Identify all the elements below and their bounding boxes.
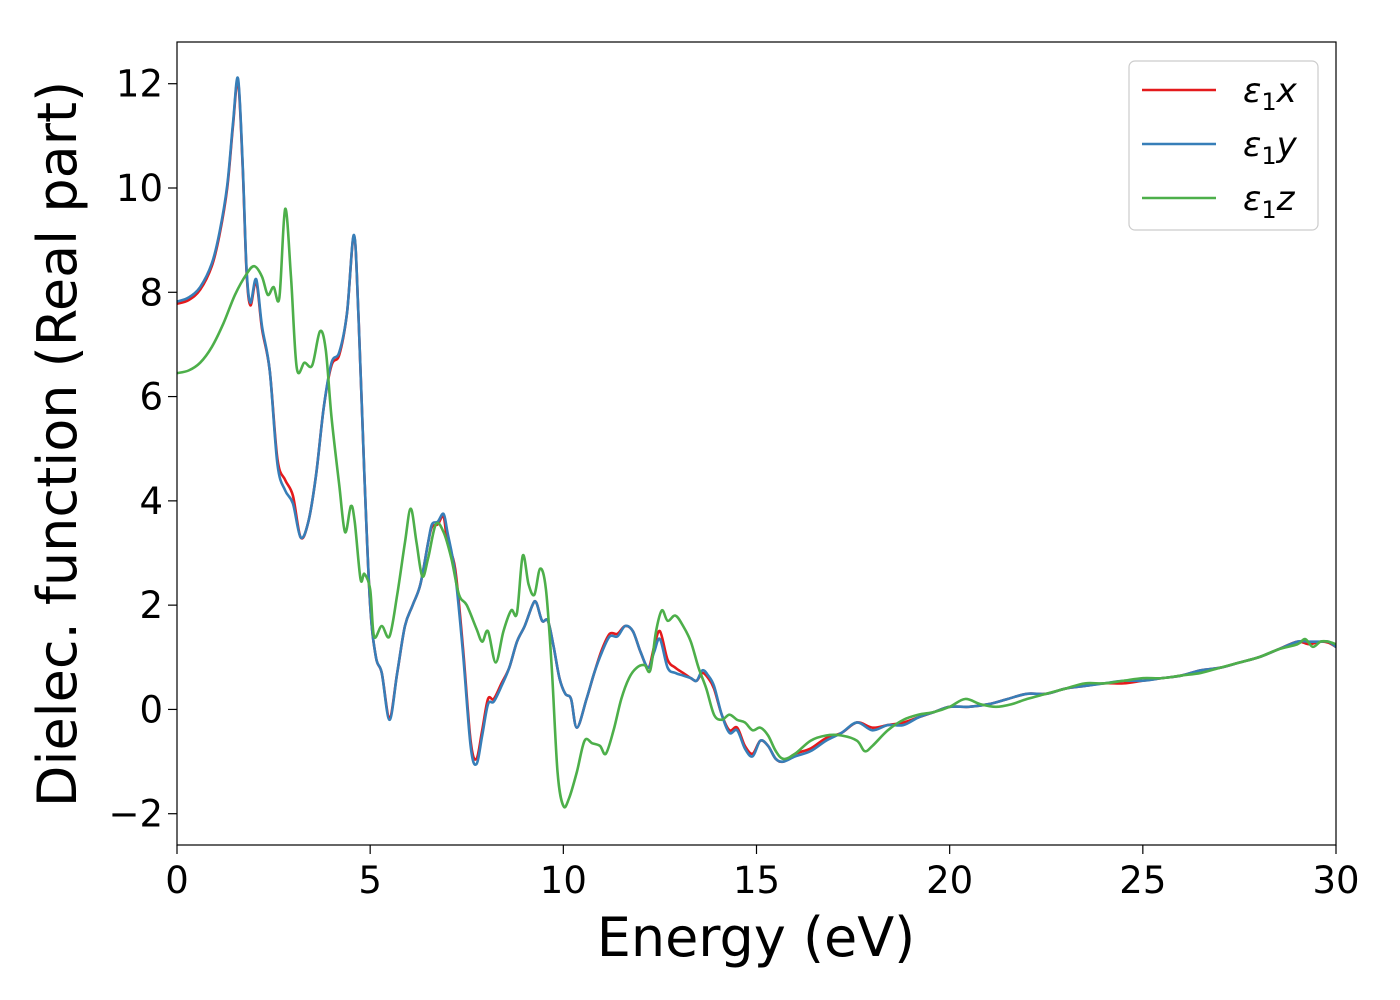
y-tick-label: −2 <box>108 793 163 836</box>
x-tick-label: 20 <box>926 859 973 902</box>
x-tick-label: 5 <box>358 859 382 902</box>
y-tick-label: 8 <box>139 271 163 314</box>
x-tick-label: 30 <box>1312 859 1359 902</box>
x-tick-label: 10 <box>540 859 587 902</box>
legend-box <box>1128 60 1319 231</box>
legend: ε1x ε1y ε1z <box>1128 60 1319 231</box>
x-tick-label: 25 <box>1119 859 1166 902</box>
y-tick-label: 2 <box>139 584 163 627</box>
legend-label-y: ε1y <box>1243 125 1298 170</box>
x-tick-label: 0 <box>165 859 189 902</box>
y-tick-label: 0 <box>139 688 163 731</box>
x-axis-label: Energy (eV) <box>597 906 916 969</box>
y-tick-label: 12 <box>116 63 163 106</box>
plot-lines <box>177 76 1336 809</box>
series-line-z <box>177 207 1336 809</box>
y-tick-label: 4 <box>139 480 163 523</box>
y-axis: −2 0 2 4 6 8 10 12 <box>108 63 177 836</box>
legend-label-x: ε1x <box>1243 71 1298 116</box>
x-tick-label: 15 <box>733 859 780 902</box>
x-axis: 0 5 10 15 20 25 30 <box>165 845 1360 902</box>
y-tick-label: 6 <box>139 376 163 419</box>
legend-label-z: ε1z <box>1243 179 1296 224</box>
y-axis-label: Dielec. function (Real part) <box>26 81 89 807</box>
y-tick-label: 10 <box>116 167 163 210</box>
